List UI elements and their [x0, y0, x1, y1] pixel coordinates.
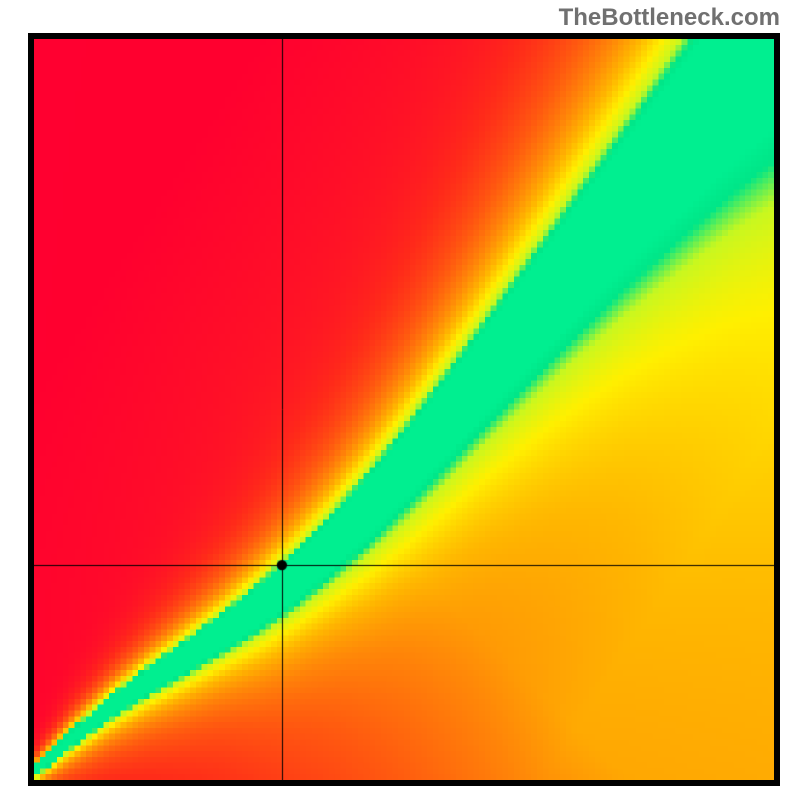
- watermark-text: TheBottleneck.com: [559, 4, 780, 32]
- root: TheBottleneck.com: [0, 0, 800, 800]
- overlay-canvas: [34, 39, 774, 780]
